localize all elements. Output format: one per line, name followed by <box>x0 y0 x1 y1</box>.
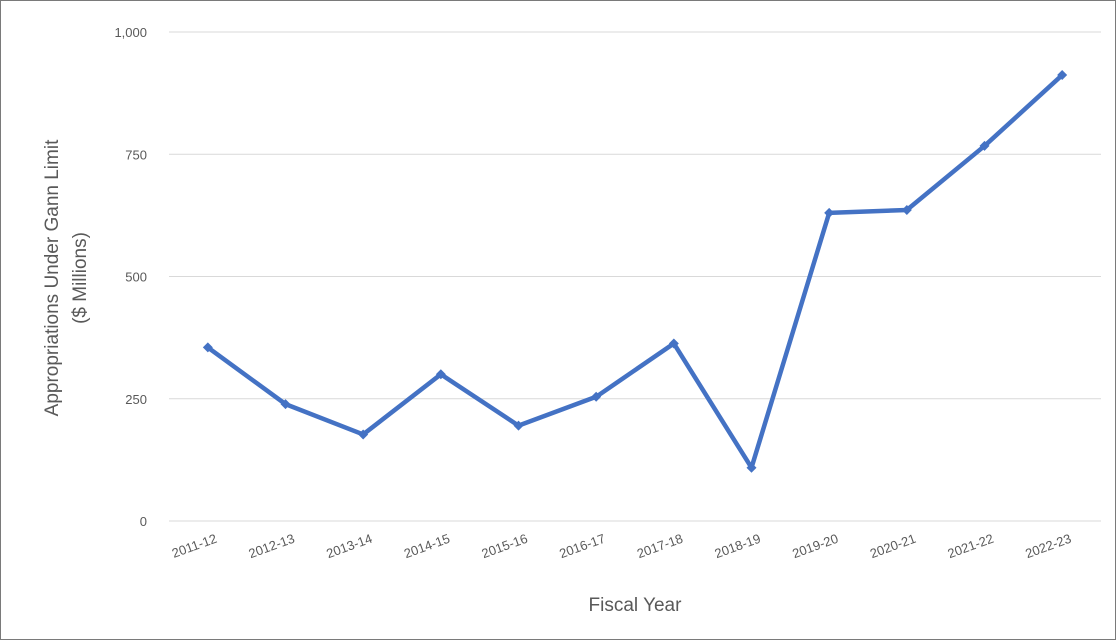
x-tick-label: 2014-15 <box>402 531 452 561</box>
y-tick-label: 750 <box>125 147 147 162</box>
x-tick-label: 2016-17 <box>557 531 607 561</box>
x-tick-label: 2013-14 <box>324 531 374 561</box>
y-tick-label: 250 <box>125 392 147 407</box>
x-tick-label: 2017-18 <box>635 531 685 561</box>
y-axis-title-line-2: ($ Millions) <box>70 232 91 324</box>
data-point-marker <box>358 429 369 440</box>
x-tick-label: 2019-20 <box>790 531 840 561</box>
data-point-marker <box>824 207 835 218</box>
data-point-marker <box>280 399 291 410</box>
y-axis-ticks: 0 250 500 750 1,000 <box>114 25 147 529</box>
y-axis-title-line-1: Appropriations Under Gann Limit <box>42 139 63 416</box>
x-axis-title: Fiscal Year <box>589 595 683 616</box>
y-tick-label: 1,000 <box>114 25 147 40</box>
data-point-marker <box>591 391 602 402</box>
series <box>202 70 1068 473</box>
series-line <box>205 72 1065 470</box>
x-tick-label: 2022-23 <box>1023 531 1073 561</box>
x-axis-ticks: 2011-12 2012-13 2013-14 2014-15 2015-16 2016-… <box>170 531 1073 561</box>
gridlines <box>169 31 1101 522</box>
x-tick-label: 2015-16 <box>480 531 530 561</box>
x-tick-label: 2021-22 <box>946 531 996 561</box>
data-point-marker <box>513 420 524 431</box>
data-point-marker <box>901 204 912 215</box>
data-point-marker <box>746 462 757 473</box>
data-point-marker <box>1057 70 1068 81</box>
y-tick-label: 500 <box>125 270 147 285</box>
y-tick-label: 0 <box>140 514 147 529</box>
x-tick-label: 2018-19 <box>713 531 763 561</box>
x-tick-label: 2020-21 <box>868 531 918 561</box>
data-point-marker <box>979 140 990 151</box>
x-tick-label: 2011-12 <box>170 531 219 561</box>
x-tick-label: 2012-13 <box>247 531 297 561</box>
data-point-marker <box>668 338 679 349</box>
data-point-marker <box>202 342 213 353</box>
data-point-marker <box>435 369 446 380</box>
y-axis-title: Appropriations Under Gann Limit ($ Milli… <box>42 139 91 416</box>
